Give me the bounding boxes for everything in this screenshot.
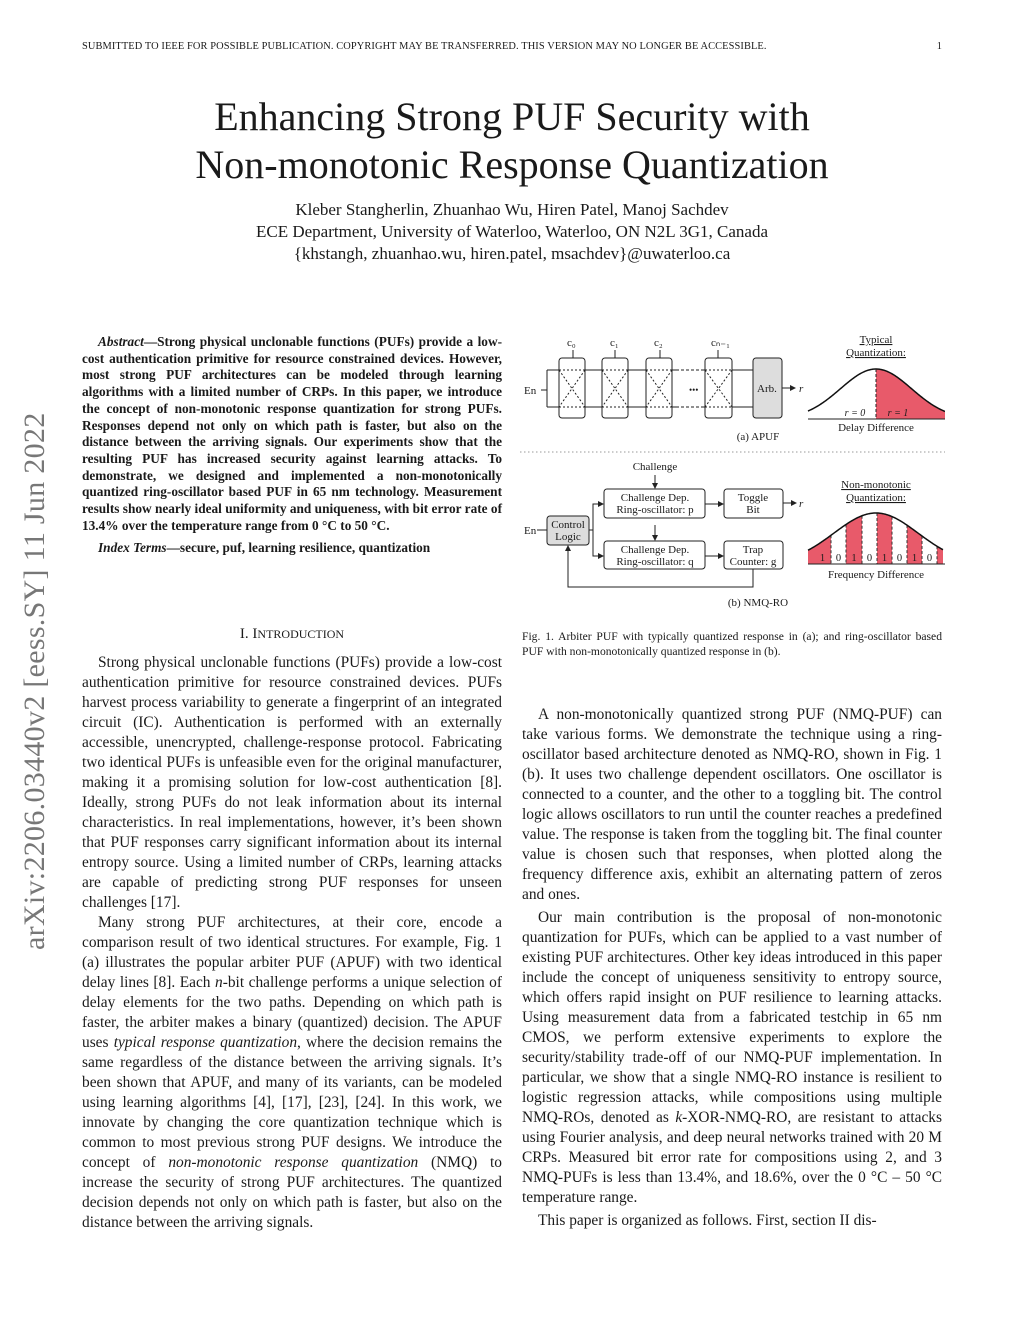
abstract-label: Abstract <box>98 334 144 349</box>
affiliation: ECE Department, University of Waterloo, … <box>255 222 769 241</box>
response-label-a: r <box>799 383 804 395</box>
ellipsis: ••• <box>689 385 698 395</box>
gaussian-curve-b <box>807 512 944 551</box>
intro-paragraph-2: Many strong PUF architectures, at their … <box>82 914 502 1231</box>
index-terms-text: —secure, puf, learning resilience, quant… <box>166 540 431 556</box>
toggle-line1: Toggle <box>738 492 769 504</box>
intro-paragraph-1: Strong physical unclonable functions (PU… <box>82 654 502 911</box>
intro-text: Strong physical unclonable functions (PU… <box>82 653 502 1233</box>
r0-label: r = 0 <box>845 408 866 419</box>
bit-label: 1 <box>820 553 825 564</box>
control-line1: Control <box>551 519 585 531</box>
section-heading: I. INTRODUCTION <box>82 626 502 643</box>
paper-title: Enhancing Strong PUF Security with Non-m… <box>0 93 1024 189</box>
emails: {khstangh, zhuanhao.wu, hiren.patel, msa… <box>293 244 731 263</box>
abstract-text: —Strong physical unclonable functions (P… <box>82 334 502 533</box>
toggle-line2: Bit <box>746 504 759 516</box>
control-line2: Logic <box>555 531 581 543</box>
response-label-b: r <box>799 498 804 510</box>
ro-q-line1: Challenge Dep. <box>621 544 690 556</box>
page-number: 1 <box>936 41 942 52</box>
section-numeral: I. I <box>239 626 258 642</box>
author-block: Kleber Stangherlin, Zhuanhao Wu, Hiren P… <box>0 199 1024 265</box>
title-line-1: Enhancing Strong PUF Security with <box>214 94 810 139</box>
authors: Kleber Stangherlin, Zhuanhao Wu, Hiren P… <box>295 200 729 219</box>
trap-line2: Counter: g <box>730 556 777 568</box>
bit-label: 1 <box>912 553 917 564</box>
section-title: NTRODUCTION <box>257 627 345 641</box>
en-label-a: En <box>524 385 537 397</box>
r1-label: r = 1 <box>888 408 909 419</box>
ro-p-line2: Ring-oscillator: p <box>616 504 694 516</box>
cn-label: cₙ₋₁ <box>711 337 730 349</box>
running-header: SUBMITTED TO IEEE FOR POSSIBLE PUBLICATI… <box>82 41 942 52</box>
typical-title-1: Typical <box>860 334 893 346</box>
subcaption-b: (b) NMQ-RO <box>728 597 788 609</box>
ro-p-line1: Challenge Dep. <box>621 492 690 504</box>
c0-label: c₀ <box>567 337 576 349</box>
subcaption-a: (a) APUF <box>737 431 779 443</box>
nm-title-1: Non-monotonic <box>841 479 911 491</box>
bit-label: 0 <box>927 553 932 564</box>
c1-label: c₁ <box>610 337 619 349</box>
abstract: Abstract—Strong physical unclonable func… <box>82 334 502 557</box>
bit-label: 0 <box>897 553 902 564</box>
bit-label: 1 <box>882 553 887 564</box>
right-paragraph-3: This paper is organized as follows. Firs… <box>538 1212 877 1229</box>
delay-axis-label: Delay Difference <box>838 422 914 434</box>
right-paragraph-1: A non-monotonically quantized strong PUF… <box>522 706 942 903</box>
title-line-2: Non-monotonic Response Quantization <box>195 142 829 187</box>
frequency-axis-label: Frequency Difference <box>828 569 924 581</box>
response-one-band <box>937 513 943 564</box>
apuf-diagram <box>541 350 796 419</box>
bit-label: 0 <box>836 553 841 564</box>
ro-q-line2: Ring-oscillator: q <box>616 556 694 568</box>
challenge-label: Challenge <box>633 461 678 473</box>
right-column-text: A non-monotonically quantized strong PUF… <box>522 705 942 1231</box>
c2-label: c₂ <box>654 337 663 349</box>
trap-line1: Trap <box>743 544 764 556</box>
bit-label: 1 <box>851 553 856 564</box>
header-notice: SUBMITTED TO IEEE FOR POSSIBLE PUBLICATI… <box>82 41 767 52</box>
arxiv-stamp: arXiv:2206.03440v2 [eess.SY] 11 Jun 2022 <box>18 412 51 950</box>
typical-title-2: Quantization: <box>846 347 906 359</box>
response-one-band <box>877 513 892 564</box>
nm-red-bands <box>808 513 943 564</box>
figure-1: c₀ c₁ c₂ cₙ₋₁ En ••• Arb. r (a) APUF Typ… <box>520 334 945 609</box>
figure-caption: Fig. 1. Arbiter PUF with typically quant… <box>522 630 942 658</box>
en-label-b: En <box>524 525 537 537</box>
bit-label: 0 <box>867 553 872 564</box>
arbiter-label: Arb. <box>757 383 777 395</box>
r1-region <box>876 369 945 419</box>
response-one-band <box>846 513 862 564</box>
nm-title-2: Quantization: <box>846 492 906 504</box>
index-terms-label: Index Terms <box>98 540 167 556</box>
right-paragraph-2: Our main contribution is the proposal of… <box>522 909 942 1206</box>
